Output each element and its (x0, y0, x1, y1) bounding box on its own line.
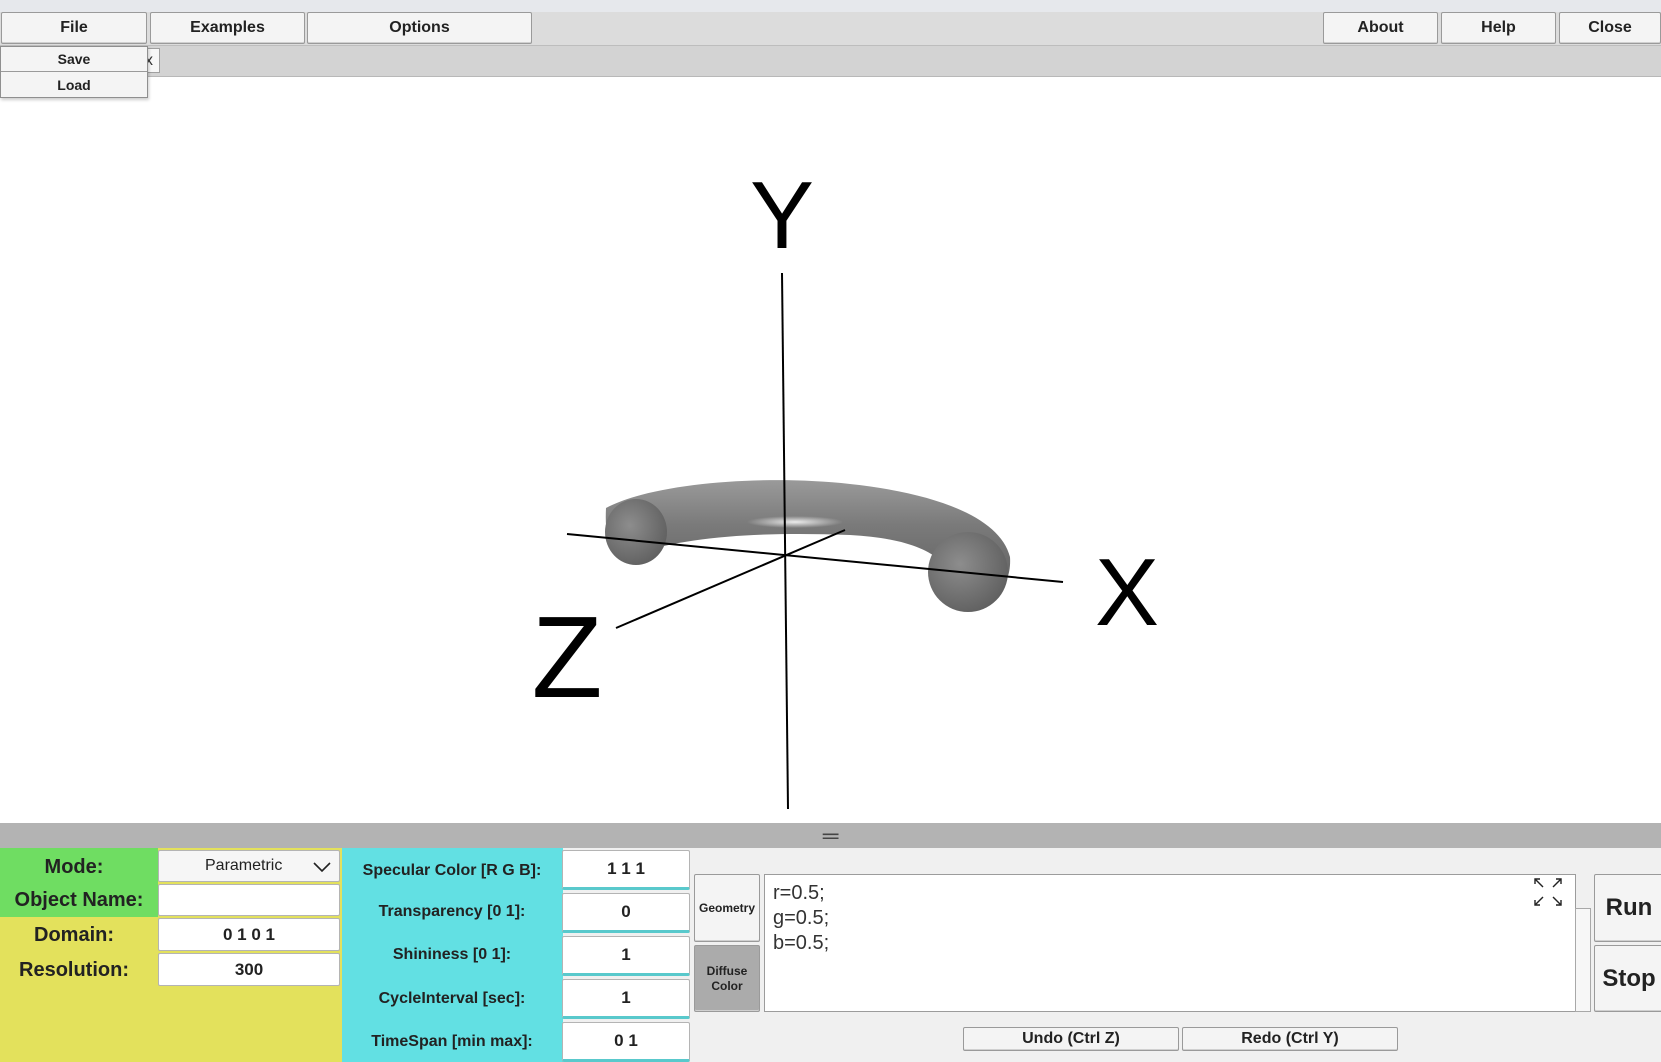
cycle-interval-label: CycleInterval [sec]: (378, 990, 526, 1007)
specular-color-label: Specular Color [R G B]: (362, 862, 542, 879)
object-id-panel (0, 848, 158, 917)
object-name-field[interactable] (158, 884, 340, 916)
timespan-label: TimeSpan [min max]: (371, 1033, 533, 1050)
resolution-label: Resolution: (19, 958, 129, 981)
mode-select[interactable]: Parametric (158, 850, 340, 882)
tab-geometry[interactable]: Geometry (694, 874, 760, 942)
z-axis-label: Z (532, 592, 603, 722)
material-settings-panel (342, 848, 563, 1062)
window-top-strip (0, 0, 1661, 12)
tab-bar (0, 46, 1661, 77)
axes-lines (566, 272, 1064, 810)
menu-item-load[interactable]: Load (57, 77, 91, 93)
editor-scrollbar[interactable] (1575, 908, 1591, 1012)
help-button[interactable]: Help (1441, 12, 1556, 44)
menu-bar: File Examples Options About Help Close (0, 12, 1661, 46)
x-axis-label: X (1095, 539, 1159, 646)
shininess-label: Shininess [0 1]: (392, 946, 512, 963)
undo-button[interactable]: Undo (Ctrl Z) (963, 1027, 1179, 1051)
domain-field[interactable]: 0 1 0 1 (158, 918, 340, 951)
cycle-interval-field[interactable]: 1 (562, 979, 690, 1019)
file-menu-button[interactable]: File (1, 12, 147, 44)
redo-button[interactable]: Redo (Ctrl Y) (1182, 1027, 1398, 1051)
tab-diffuse-color-line2: Color (711, 978, 743, 993)
scene-canvas[interactable]: Y X Z (0, 77, 1661, 823)
y-axis-line (781, 272, 789, 810)
z-axis-line (615, 529, 846, 629)
tab-diffuse-color[interactable]: Diffuse Color (694, 945, 760, 1012)
close-button[interactable]: Close (1559, 12, 1661, 44)
tab-diffuse-color-line1: Diffuse (706, 963, 748, 978)
file-dropdown-menu: Save Load (0, 46, 148, 98)
options-menu-button[interactable]: Options (307, 12, 532, 44)
splitter-handle-icon[interactable]: ═ (822, 822, 839, 848)
menu-item-save[interactable]: Save (1, 47, 147, 72)
timespan-field[interactable]: 0 1 (562, 1022, 690, 1062)
expand-icon[interactable] (1533, 877, 1563, 907)
domain-label: Domain: (34, 923, 114, 946)
x-axis-line (566, 533, 1064, 583)
chevron-down-icon (313, 862, 331, 873)
transparency-field[interactable]: 0 (562, 893, 690, 933)
shininess-field[interactable]: 1 (562, 936, 690, 976)
panel-splitter[interactable]: ═ (0, 823, 1661, 848)
y-axis-label: Y (750, 162, 814, 269)
code-editor[interactable]: r=0.5; g=0.5; b=0.5; (764, 874, 1576, 1012)
about-button[interactable]: About (1323, 12, 1438, 44)
code-editor-text[interactable]: r=0.5; g=0.5; b=0.5; (773, 882, 830, 954)
resolution-field[interactable]: 300 (158, 953, 340, 986)
mode-select-value: Parametric (205, 857, 283, 874)
mode-label: Mode: (44, 855, 104, 878)
3d-viewport[interactable]: Y X Z (0, 77, 1661, 823)
transparency-label: Transparency [0 1]: (378, 903, 526, 920)
examples-menu-button[interactable]: Examples (150, 12, 305, 44)
stop-button[interactable]: Stop (1594, 945, 1661, 1012)
run-button[interactable]: Run (1594, 874, 1661, 942)
specular-color-field[interactable]: 1 1 1 (562, 850, 690, 890)
object-name-label: Object Name: (14, 888, 144, 911)
